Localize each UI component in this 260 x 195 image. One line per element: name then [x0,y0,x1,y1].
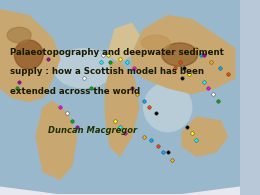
Ellipse shape [162,43,198,66]
Polygon shape [182,117,228,156]
Polygon shape [108,23,139,62]
Ellipse shape [141,35,170,51]
Ellipse shape [14,40,43,69]
Polygon shape [36,101,77,179]
Polygon shape [0,10,60,101]
Text: Palaeotopography and deepwater sediment: Palaeotopography and deepwater sediment [10,48,223,57]
Polygon shape [105,62,139,156]
Polygon shape [132,16,235,94]
Ellipse shape [144,83,192,132]
Text: supply : how a Scottish model has been: supply : how a Scottish model has been [10,67,204,76]
Ellipse shape [7,27,31,43]
Polygon shape [0,187,239,195]
Ellipse shape [54,49,114,88]
Text: Duncan Macgregor: Duncan Macgregor [48,126,137,135]
Text: extended across the world: extended across the world [10,87,140,96]
